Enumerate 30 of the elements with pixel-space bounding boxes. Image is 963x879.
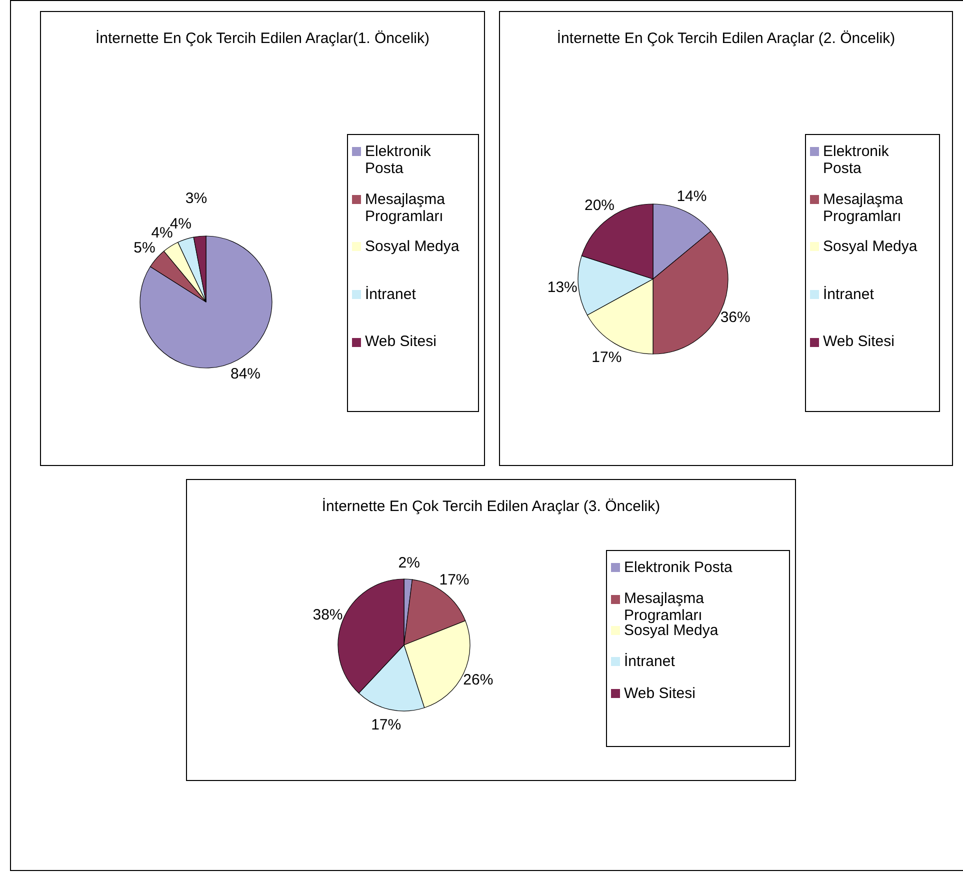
data-label: 26% xyxy=(463,671,494,688)
legend-label: Web Sitesi xyxy=(624,684,696,704)
data-label: 13% xyxy=(547,279,578,296)
legend-label: Elektronik Posta xyxy=(365,143,432,179)
legend-label: İntranet xyxy=(365,286,417,305)
legend-label: Mesajlaşma Programları xyxy=(365,190,446,227)
legend-label: Sosyal Medya xyxy=(365,238,460,258)
legend-label: Mesajlaşma Programları xyxy=(823,190,904,227)
legend-label: İntranet xyxy=(823,286,875,305)
legend-label: İntranet xyxy=(624,653,676,672)
chart-title: İnternette En Çok Tercih Edilen Araçlar (2. Öncelik) xyxy=(556,30,896,47)
legend-label: Web Sitesi xyxy=(823,333,896,352)
data-label: 3% xyxy=(185,190,208,207)
data-label: 17% xyxy=(371,716,402,734)
legend-label: Elektronik Posta xyxy=(624,559,734,578)
legend-label: Elektronik Posta xyxy=(823,143,890,179)
chart-title: İnternette En Çok Tercih Edilen Araçlar (3. Öncelik) xyxy=(320,498,662,515)
legend-label: Mesajlaşma Programları xyxy=(624,590,704,624)
data-label: 38% xyxy=(312,606,343,624)
data-label: 2% xyxy=(398,554,420,572)
data-label: 14% xyxy=(676,188,707,206)
data-label: 5% xyxy=(134,239,156,256)
chart-title: İnternette En Çok Tercih Edilen Araçlar(1. Öncelik) xyxy=(94,30,431,47)
data-label: 84% xyxy=(230,365,261,382)
data-label: 17% xyxy=(439,572,470,589)
legend-label: Sosyal Medya xyxy=(823,238,918,258)
legend-label: Web Sitesi xyxy=(365,333,438,352)
data-label: 20% xyxy=(584,196,615,214)
data-label: 36% xyxy=(720,309,750,326)
data-label: 17% xyxy=(592,348,622,366)
